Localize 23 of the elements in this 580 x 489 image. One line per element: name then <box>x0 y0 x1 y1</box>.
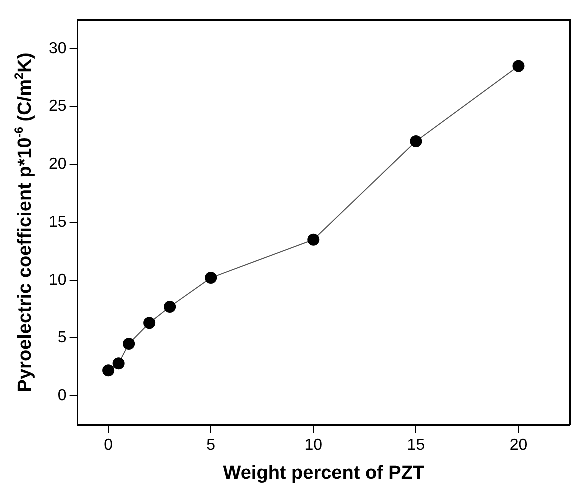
point <box>102 364 115 377</box>
point <box>144 317 156 330</box>
x-tick-label: 5 <box>206 437 216 454</box>
y-tick-label: 0 <box>58 387 67 404</box>
x-tick-label: 20 <box>510 437 528 454</box>
x-tick-label: 0 <box>104 437 114 454</box>
y-tick-label: 15 <box>49 214 67 231</box>
point <box>410 136 422 148</box>
x-tick-label: 10 <box>304 437 323 454</box>
y-tick-label: 30 <box>49 40 67 58</box>
point <box>205 272 218 284</box>
y-tick-label: 5 <box>58 330 67 347</box>
x-axis-title: Weight percent of PZT <box>223 462 425 484</box>
y-tick-label: 20 <box>49 156 67 174</box>
point <box>123 338 136 350</box>
point <box>164 300 176 313</box>
y-tick-label: 25 <box>49 98 67 116</box>
point <box>308 234 320 246</box>
point <box>112 358 125 370</box>
y-axis-title: Pyroelectric coefficient p*10-6 (C/m2K) <box>12 52 36 392</box>
x-tick-label: 15 <box>407 437 426 454</box>
y-tick-label: 10 <box>49 272 67 289</box>
point <box>512 60 525 72</box>
